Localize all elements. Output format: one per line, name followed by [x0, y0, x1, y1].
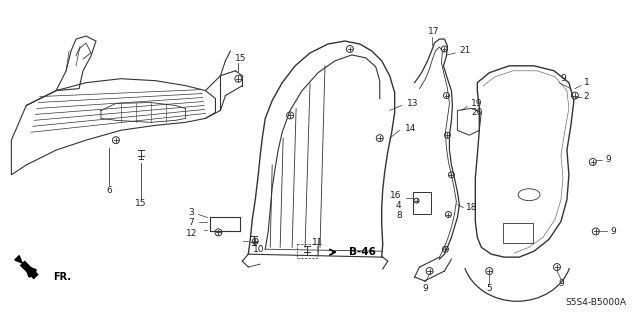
Text: 12: 12: [186, 229, 198, 238]
Text: B-46: B-46: [349, 247, 376, 257]
Text: 13: 13: [406, 99, 418, 108]
Bar: [413, 192, 431, 213]
Text: 9: 9: [611, 227, 616, 236]
Text: 10: 10: [253, 245, 264, 254]
Text: 8: 8: [396, 211, 402, 220]
Text: 16: 16: [390, 191, 402, 200]
Text: 9: 9: [558, 279, 564, 288]
Text: 6: 6: [106, 186, 112, 195]
Text: 9: 9: [422, 284, 428, 293]
Text: 3: 3: [188, 208, 193, 217]
Bar: [297, 244, 317, 258]
Text: 15: 15: [235, 54, 246, 63]
Text: 5: 5: [486, 284, 492, 293]
Text: 18: 18: [467, 203, 478, 212]
Text: 7: 7: [188, 218, 193, 227]
Text: 9: 9: [560, 74, 566, 83]
Text: 21: 21: [460, 47, 471, 56]
Text: S5S4-B5000A: S5S4-B5000A: [566, 298, 627, 307]
Text: 4: 4: [396, 201, 402, 210]
Text: 11: 11: [312, 238, 324, 247]
Text: 1: 1: [584, 78, 589, 87]
Text: FR.: FR.: [53, 272, 71, 282]
Text: 19: 19: [471, 99, 483, 108]
Text: 17: 17: [428, 26, 439, 36]
Text: 9: 9: [605, 155, 611, 165]
Text: 15: 15: [135, 199, 147, 208]
Text: 2: 2: [584, 92, 589, 101]
Text: 14: 14: [404, 124, 416, 133]
Text: 20: 20: [471, 108, 483, 117]
Polygon shape: [15, 256, 22, 263]
